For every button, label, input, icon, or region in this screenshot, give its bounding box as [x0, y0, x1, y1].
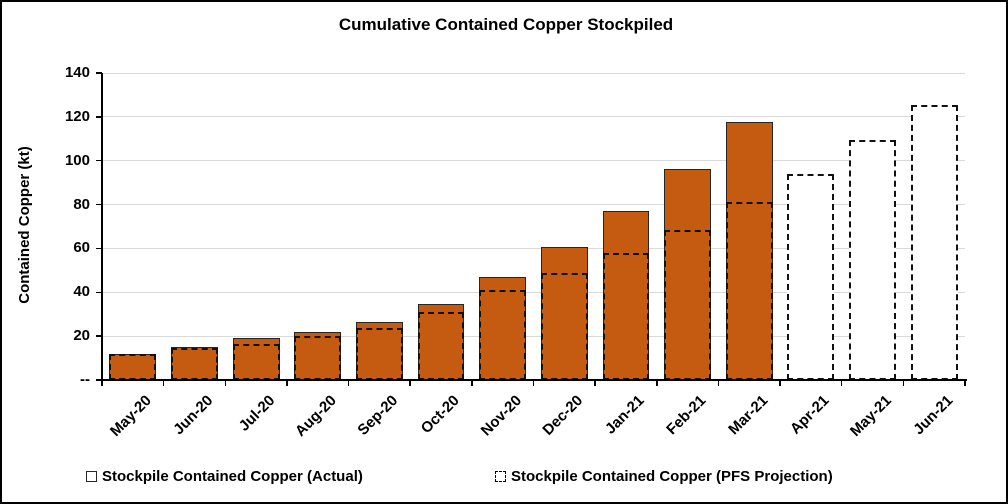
x-tick-mark	[532, 380, 535, 386]
y-tick-mark	[96, 247, 102, 250]
x-axis-line	[102, 379, 967, 381]
gridline	[102, 204, 965, 206]
actual-bar	[171, 347, 218, 380]
legend-item-projection: Stockpile Contained Copper (PFS Projecti…	[495, 463, 833, 489]
x-tick-mark	[347, 380, 350, 386]
x-tick-label: Oct-20	[418, 392, 464, 438]
projection-bar	[725, 202, 773, 380]
x-tick-label: Nov-20	[477, 392, 525, 440]
projection-bar	[479, 290, 527, 380]
x-tick-label: May-20	[106, 392, 155, 440]
gridline	[102, 335, 965, 337]
y-tick-mark	[96, 335, 102, 337]
x-tick-label: May-21	[846, 392, 895, 440]
x-tick-label: Mar-21	[725, 392, 772, 439]
actual-series-swatch-icon	[86, 470, 97, 482]
legend-label-projection: Stockpile Contained Copper (PFS Projecti…	[511, 467, 833, 485]
legend-item-actual: Stockpile Contained Copper (Actual)	[86, 463, 363, 489]
y-tick-label: 100	[64, 151, 90, 169]
x-tick-mark	[286, 380, 288, 386]
y-tick-mark	[96, 291, 102, 294]
y-tick-label: --	[80, 371, 90, 388]
x-tick-mark	[656, 380, 658, 386]
x-tick-mark	[594, 380, 596, 386]
x-tick-mark	[471, 380, 473, 386]
x-tick-mark	[779, 380, 781, 386]
y-tick-mark	[96, 379, 102, 381]
x-tick-mark	[409, 380, 411, 386]
y-tick-label: 120	[64, 107, 90, 125]
y-tick-label: 80	[73, 195, 90, 213]
projection-bar	[664, 229, 712, 380]
y-tick-label: 40	[73, 283, 90, 301]
projection-bar	[294, 336, 342, 380]
projection-bar	[232, 343, 280, 380]
y-tick-mark	[96, 203, 102, 206]
projection-bar	[171, 348, 218, 380]
x-tick-mark	[224, 380, 227, 386]
y-tick-label: 60	[73, 239, 90, 257]
gridline	[102, 72, 965, 74]
x-tick-mark	[840, 380, 843, 386]
actual-bar	[725, 122, 773, 380]
x-tick-mark	[902, 380, 905, 386]
y-tick-mark	[96, 159, 102, 162]
projection-bar	[787, 173, 835, 380]
y-tick-mark	[96, 72, 102, 74]
chart-title: Cumulative Contained Copper Stockpiled	[338, 15, 674, 34]
x-tick-mark	[101, 380, 103, 386]
projection-bar	[910, 104, 958, 380]
x-tick-label: Dec-20	[539, 392, 587, 439]
projection-bar	[417, 312, 465, 380]
x-tick-label: Jun-20	[170, 392, 217, 439]
x-tick-label: Feb-21	[663, 392, 710, 439]
projection-series-swatch-icon	[495, 470, 506, 482]
actual-bar	[540, 247, 588, 380]
projection-bar	[355, 328, 403, 380]
projection-bar	[602, 252, 650, 380]
projection-bar	[109, 353, 157, 380]
legend-label-actual: Stockpile Contained Copper (Actual)	[102, 467, 363, 485]
legend: Stockpile Contained Copper (Actual) Stoc…	[2, 463, 1006, 493]
x-tick-label: Aug-20	[291, 392, 340, 440]
projection-bar	[849, 139, 896, 380]
gridline	[102, 247, 965, 249]
x-tick-label: Sep-20	[354, 392, 402, 439]
y-tick-label: 140	[64, 64, 90, 81]
y-axis-line	[101, 73, 103, 382]
x-tick-label: Jun-21	[909, 392, 957, 439]
x-tick-mark	[717, 380, 720, 386]
x-tick-label: Jan-21	[602, 392, 648, 438]
y-tick-label: 20	[73, 327, 90, 345]
gridline	[102, 116, 965, 118]
x-tick-label: Apr-21	[787, 392, 833, 438]
x-tick-label: Jul-20	[235, 392, 279, 435]
y-tick-mark	[96, 116, 102, 118]
projection-bar	[540, 272, 588, 380]
x-tick-mark	[964, 380, 966, 386]
gridline	[102, 160, 965, 162]
gridline	[102, 291, 965, 293]
x-tick-mark	[162, 380, 165, 386]
